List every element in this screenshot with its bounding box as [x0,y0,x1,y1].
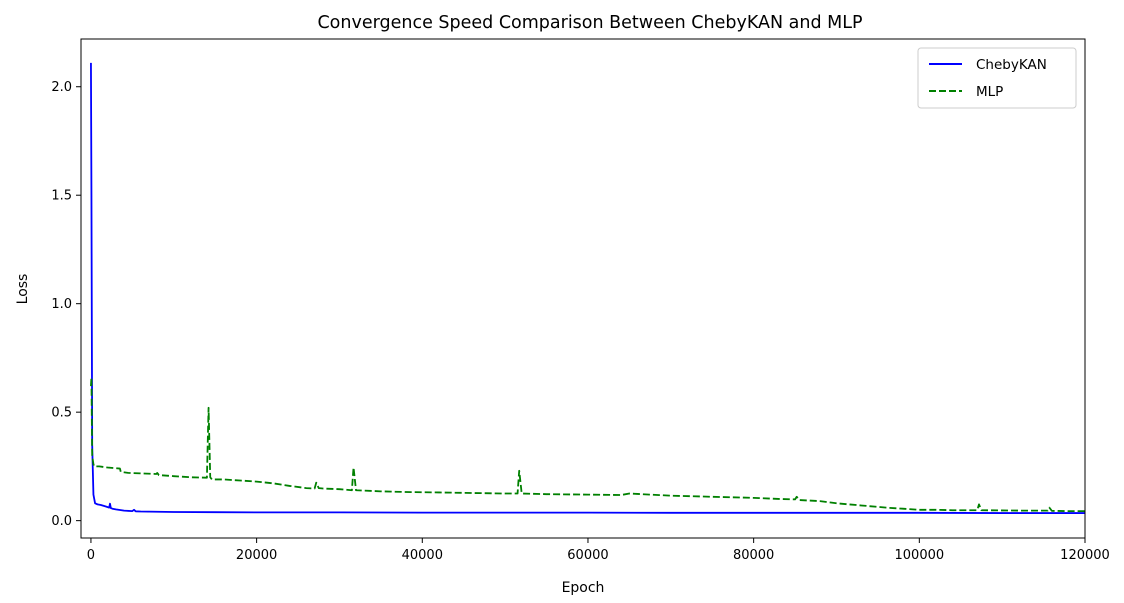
legend-label-chebykan: ChebyKAN [976,57,1047,73]
x-tick-label: 0 [87,548,95,563]
plot-frame [80,38,1086,539]
series-layer [90,62,1085,514]
ticks-layer: 0 20000 40000 60000 80000 100000 120000 0.0 0.5 1… [51,80,1110,563]
x-tick-label: 100000 [895,548,945,563]
chart-title: Convergence Speed Comparison Between Che… [317,13,862,33]
y-tick-label: 2.0 [51,80,72,95]
legend: ChebyKAN MLP [917,47,1077,109]
y-tick-label: 1.5 [51,189,72,204]
y-tick-label: 1.0 [51,297,72,312]
x-axis-label: Epoch [562,580,605,596]
x-tick-label: 80000 [733,548,774,563]
y-tick-label: 0.5 [51,406,72,421]
x-tick-label: 120000 [1060,548,1110,563]
y-tick-label: 0.0 [51,514,72,529]
legend-label-mlp: MLP [976,84,1003,100]
x-tick-label: 40000 [402,548,443,563]
y-axis-label: Loss [15,274,31,305]
series-line-mlp [90,376,1085,512]
x-tick-label: 60000 [567,548,608,563]
series-line-chebykan [90,62,1085,514]
x-tick-label: 20000 [236,548,277,563]
